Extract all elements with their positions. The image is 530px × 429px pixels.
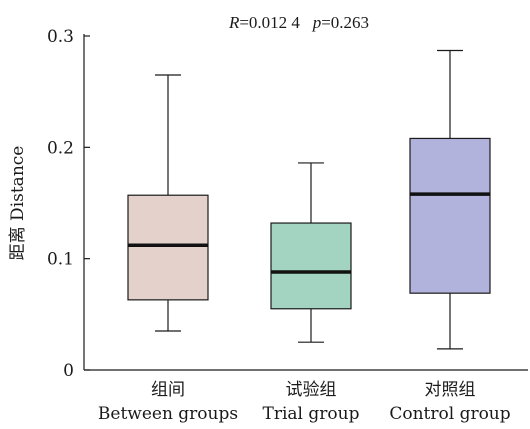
box-group-3 [409,49,491,350]
title-part-0: R [228,13,240,32]
y-tick-label-3: 0.3 [47,27,74,47]
category-label-cn-2: 试验组 [286,380,337,400]
category-label-en-3: Control group [389,404,510,424]
category-labels: 组间 Between groups 试验组 Trial group 对照组 Control… [98,380,511,424]
box-group-2 [270,162,352,343]
title-part-3: =0.263 [321,13,369,32]
y-tick-label-0: 0 [63,361,74,381]
box-group-1 [127,74,209,332]
box-3 [409,137,491,294]
y-axis-label: 距离 Distance [8,146,28,261]
chart-title: R=0.012 4 p=0.263 [228,13,369,32]
title-part-1: =0.012 4 [239,13,312,32]
category-label-cn-3: 对照组 [425,380,476,400]
y-tick-label-1: 0.1 [47,250,74,270]
category-label-cn-1: 组间 [151,380,185,400]
y-tick-label-2: 0.2 [47,138,74,158]
category-label-en-1: Between groups [98,404,238,424]
axes: 0 0.1 0.2 0.3 距离 Distance [8,27,528,381]
box-2 [270,222,352,310]
boxes [127,49,491,350]
category-label-en-2: Trial group [263,404,360,424]
title-part-2: p [312,13,322,32]
box-1 [127,194,209,301]
